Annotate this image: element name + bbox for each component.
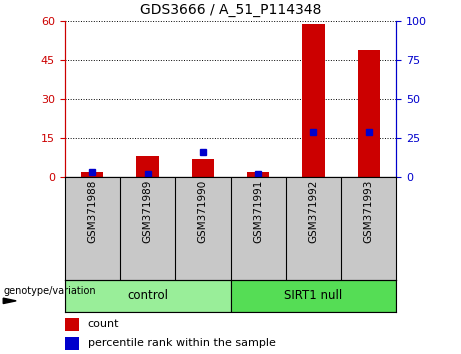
Bar [247, 172, 269, 177]
Text: count: count [88, 319, 119, 329]
Text: control: control [127, 289, 168, 302]
Bar [358, 50, 380, 177]
Text: GSM371991: GSM371991 [253, 180, 263, 244]
Text: SIRT1 null: SIRT1 null [284, 289, 343, 302]
Text: GSM371993: GSM371993 [364, 180, 374, 244]
FancyBboxPatch shape [65, 280, 230, 312]
Text: percentile rank within the sample: percentile rank within the sample [88, 338, 276, 348]
Bar [65, 337, 79, 350]
Bar [192, 159, 214, 177]
Text: GSM371989: GSM371989 [142, 180, 153, 244]
Text: GSM371990: GSM371990 [198, 180, 208, 243]
FancyBboxPatch shape [230, 280, 396, 312]
Bar [136, 156, 159, 177]
Bar [81, 172, 103, 177]
Polygon shape [3, 298, 16, 304]
Bar [302, 24, 325, 177]
Text: genotype/variation: genotype/variation [3, 286, 96, 296]
Text: GSM371992: GSM371992 [308, 180, 319, 244]
Title: GDS3666 / A_51_P114348: GDS3666 / A_51_P114348 [140, 4, 321, 17]
Text: GSM371988: GSM371988 [87, 180, 97, 244]
Bar [65, 318, 79, 331]
